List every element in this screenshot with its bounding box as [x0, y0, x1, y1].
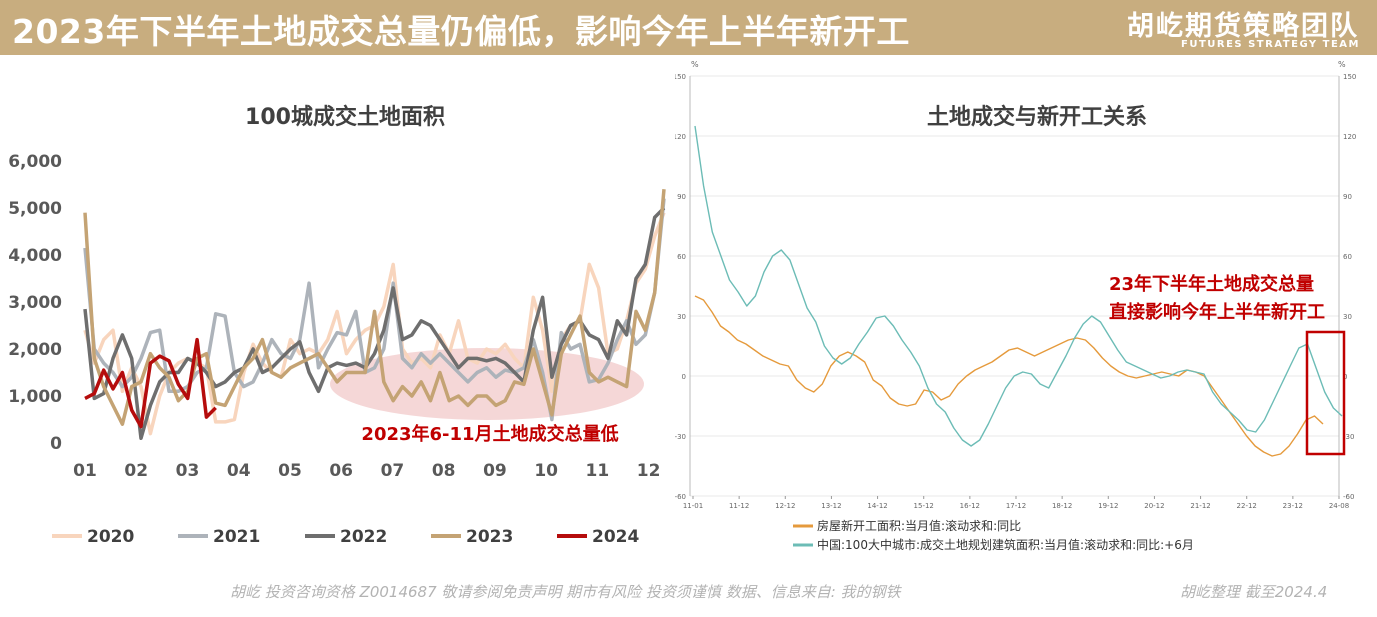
series-line-2023: [83, 189, 666, 426]
chart-title: 100城成交土地面积: [245, 104, 445, 130]
series-line-housing-starts: [694, 295, 1324, 457]
x-tick-label: 12-12: [775, 502, 795, 510]
x-tick-label: 05: [278, 461, 302, 481]
header-bar: 2023年下半年土地成交总量仍偏低，影响今年上半年新开工 胡屹期货策略团队 FU…: [0, 0, 1377, 55]
x-tick-label: 13-12: [821, 502, 841, 510]
legend-label-2020: 2020: [87, 527, 134, 547]
x-tick-label: 02: [124, 461, 148, 481]
x-tick-label: 09: [483, 461, 507, 481]
x-tick-label: 12: [637, 461, 661, 481]
y-tick-label: 5,000: [8, 199, 62, 219]
y-tick-label-right: -60: [1343, 493, 1354, 501]
chart-title: 土地成交与新开工关系: [927, 104, 1147, 130]
y-tick-label: 2,000: [8, 340, 62, 360]
x-tick-label: 06: [329, 461, 353, 481]
y-tick-label-left: 120: [675, 133, 686, 141]
legend-label-2022: 2022: [340, 527, 387, 547]
land-area-chart: 100城成交土地面积 0 1,000 2,000 3,000 4,000 5,000 6,0…: [8, 104, 666, 547]
x-tick-label: 18-12: [1052, 502, 1072, 510]
y-tick-label: 1,000: [8, 387, 62, 407]
y-tick-label: 6,000: [8, 152, 62, 172]
x-tick-label: 20-12: [1144, 502, 1164, 510]
y-tick-label-left: -60: [675, 493, 686, 501]
y-tick-label-left: 60: [677, 253, 686, 261]
y-tick-label-left: 150: [675, 73, 686, 81]
x-tick-label: 03: [176, 461, 200, 481]
y-tick-label-right: 120: [1343, 133, 1356, 141]
footer-source: 胡屹整理 截至2024.4: [1180, 583, 1328, 601]
annotation-line-2: 直接影响今年上半年新开工: [1109, 301, 1325, 323]
y-tick-label-left: -30: [675, 433, 686, 441]
x-tick-label: 15-12: [914, 502, 934, 510]
x-tick-label: 01: [73, 461, 97, 481]
y-tick-label-right: 150: [1343, 73, 1356, 81]
y-tick-label-left: 90: [677, 193, 686, 201]
y-unit-right: %: [1338, 60, 1346, 69]
annotation-line-1: 23年下半年土地成交总量: [1109, 273, 1314, 295]
legend-label-2023: 2023: [466, 527, 513, 547]
land-vs-starts-chart: % % 土地成交与新开工关系 150 150 120 120 90 90 60 60 30 30 0…: [675, 60, 1356, 552]
y-tick-label-right: 90: [1343, 193, 1352, 201]
y-tick-label: 0: [50, 434, 62, 454]
x-tick-label: 16-12: [960, 502, 980, 510]
highlight-box: [1305, 330, 1346, 456]
x-tick-label: 21-12: [1190, 502, 1210, 510]
x-tick-label: 14-12: [867, 502, 887, 510]
footer-disclaimer: 胡屹 投资咨询资格 Z0014687 敬请参阅免责声明 期市有风险 投资须谨慎 …: [230, 583, 901, 601]
legend-label-housing: 房屋新开工面积:当月值:滚动求和:同比: [817, 518, 1021, 533]
y-tick-label: 3,000: [8, 293, 62, 313]
x-tick-label: 11: [586, 461, 610, 481]
x-tick-label: 11-01: [683, 502, 703, 510]
x-tick-label: 23-12: [1283, 502, 1303, 510]
brand-logo: 胡屹期货策略团队: [1127, 11, 1359, 42]
x-tick-label: 04: [227, 461, 251, 481]
y-unit-left: %: [691, 60, 699, 69]
y-tick-label-left: 30: [677, 313, 686, 321]
x-tick-label: 10: [534, 461, 558, 481]
brand-subtitle: FUTURES STRATEGY TEAM: [1181, 39, 1360, 50]
annotation-low-volume: 2023年6-11月土地成交总量低: [361, 423, 618, 445]
y-tick-label-right: -30: [1343, 433, 1354, 441]
x-tick-label: 07: [381, 461, 405, 481]
legend-label-2021: 2021: [213, 527, 260, 547]
x-tick-label: 24-08: [1329, 502, 1349, 510]
page-title: 2023年下半年土地成交总量仍偏低，影响今年上半年新开工: [12, 12, 910, 51]
y-tick-label-right: 60: [1343, 253, 1352, 261]
legend-label-land: 中国:100大中城市:成交土地规划建筑面积:当月值:滚动求和:同比:+6月: [817, 537, 1194, 552]
series-line-land-area: [694, 125, 1343, 447]
x-tick-label: 17-12: [1006, 502, 1026, 510]
series-line-2022: [83, 206, 666, 441]
x-tick-label: 19-12: [1098, 502, 1118, 510]
y-tick-label-right: 30: [1343, 313, 1352, 321]
legend-label-2024: 2024: [592, 527, 639, 547]
x-tick-label: 11-12: [729, 502, 749, 510]
y-tick-label-left: 0: [682, 373, 686, 381]
x-tick-label: 08: [432, 461, 456, 481]
series-line-2024: [84, 337, 217, 429]
y-tick-label: 4,000: [8, 246, 62, 266]
x-tick-label: 22-12: [1237, 502, 1257, 510]
